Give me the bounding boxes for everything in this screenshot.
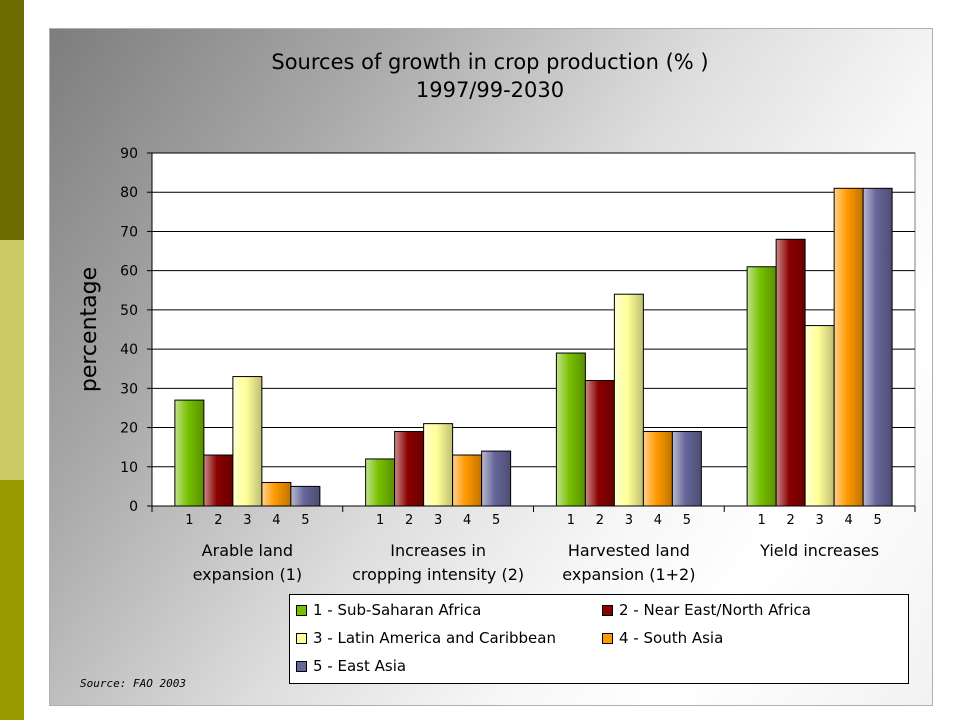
y-tick-label: 20 [120,421,138,437]
y-tick-label: 50 [120,303,138,319]
decor-stripe-top [0,0,24,240]
bar [394,430,425,507]
chart-title: Sources of growth in crop production (% … [271,50,709,74]
y-tick-label: 60 [120,264,138,280]
source-note: Source: FAO 2003 [80,677,186,690]
category-label: cropping intensity (2) [352,565,524,584]
y-tick-label: 0 [129,499,138,515]
legend-label: 4 - South Asia [619,629,724,647]
bar-number-label: 2 [786,513,794,528]
bar [746,266,777,507]
bar [555,352,586,507]
bar-number-label: 2 [596,513,604,528]
bar [833,187,864,507]
legend-item: 2 - Near East/North Africa [602,600,811,620]
bar-number-label: 3 [815,513,823,528]
legend-item: 4 - South Asia [602,628,723,648]
bar [613,293,644,507]
category-label: Yield increases [759,541,879,560]
bar [642,430,673,507]
bar-number-label: 1 [185,513,193,528]
bar [232,376,263,507]
bar [481,450,512,507]
y-tick-label: 10 [120,460,138,476]
bar-number-label: 5 [873,513,881,528]
bar-number-label: 3 [243,513,251,528]
bar [452,454,483,507]
bar-number-label: 4 [463,513,471,528]
bar [804,325,835,507]
legend-item: 5 - East Asia [296,656,406,676]
bar-number-label: 4 [272,513,280,528]
legend-label: 3 - Latin America and Caribbean [313,629,556,647]
legend-swatch [296,632,307,644]
bar-number-label: 5 [492,513,500,528]
bar-number-label: 1 [376,513,384,528]
y-tick-label: 40 [120,342,138,358]
bar [775,238,806,507]
chart-subtitle: 1997/99-2030 [415,78,565,102]
legend-label: 5 - East Asia [313,657,407,675]
legend-swatch [296,660,307,672]
bar-number-label: 1 [567,513,575,528]
bar [174,399,205,507]
legend-swatch [602,632,613,644]
legend-item: 1 - Sub-Saharan Africa [296,600,481,620]
category-label: Increases in [390,541,486,560]
bar [203,454,234,507]
bar-number-label: 1 [757,513,765,528]
bar [671,430,702,507]
category-label: Harvested land [568,541,690,560]
y-tick-label: 70 [120,224,138,240]
y-tick-label: 30 [120,381,138,397]
category-label: expansion (1+2) [562,565,695,584]
decor-stripe-bottom [0,480,24,720]
category-label: Arable land [202,541,293,560]
bar-number-label: 3 [434,513,442,528]
y-axis-label: percentage [77,267,102,392]
bar-number-label: 5 [683,513,691,528]
chart-legend: 1 - Sub-Saharan Africa 2 - Near East/Nort… [289,594,909,684]
bar [365,458,396,507]
bar [862,187,893,507]
bar-number-label: 3 [625,513,633,528]
y-tick-label: 90 [120,146,138,162]
bar-number-label: 4 [654,513,662,528]
legend-swatch [296,604,307,616]
bar-number-label: 5 [301,513,309,528]
bar-number-label: 2 [214,513,222,528]
y-tick-label: 80 [120,185,138,201]
legend-swatch [602,604,613,616]
bar [584,379,615,507]
bar [423,423,454,507]
decor-stripe-middle [0,240,24,480]
bar [290,485,321,507]
bar-number-label: 4 [844,513,852,528]
legend-label: 2 - Near East/North Africa [619,601,811,619]
legend-label: 1 - Sub-Saharan Africa [313,601,482,619]
bar-number-label: 2 [405,513,413,528]
bar [261,481,292,507]
category-label: expansion (1) [193,565,303,584]
legend-item: 3 - Latin America and Caribbean [296,628,556,648]
